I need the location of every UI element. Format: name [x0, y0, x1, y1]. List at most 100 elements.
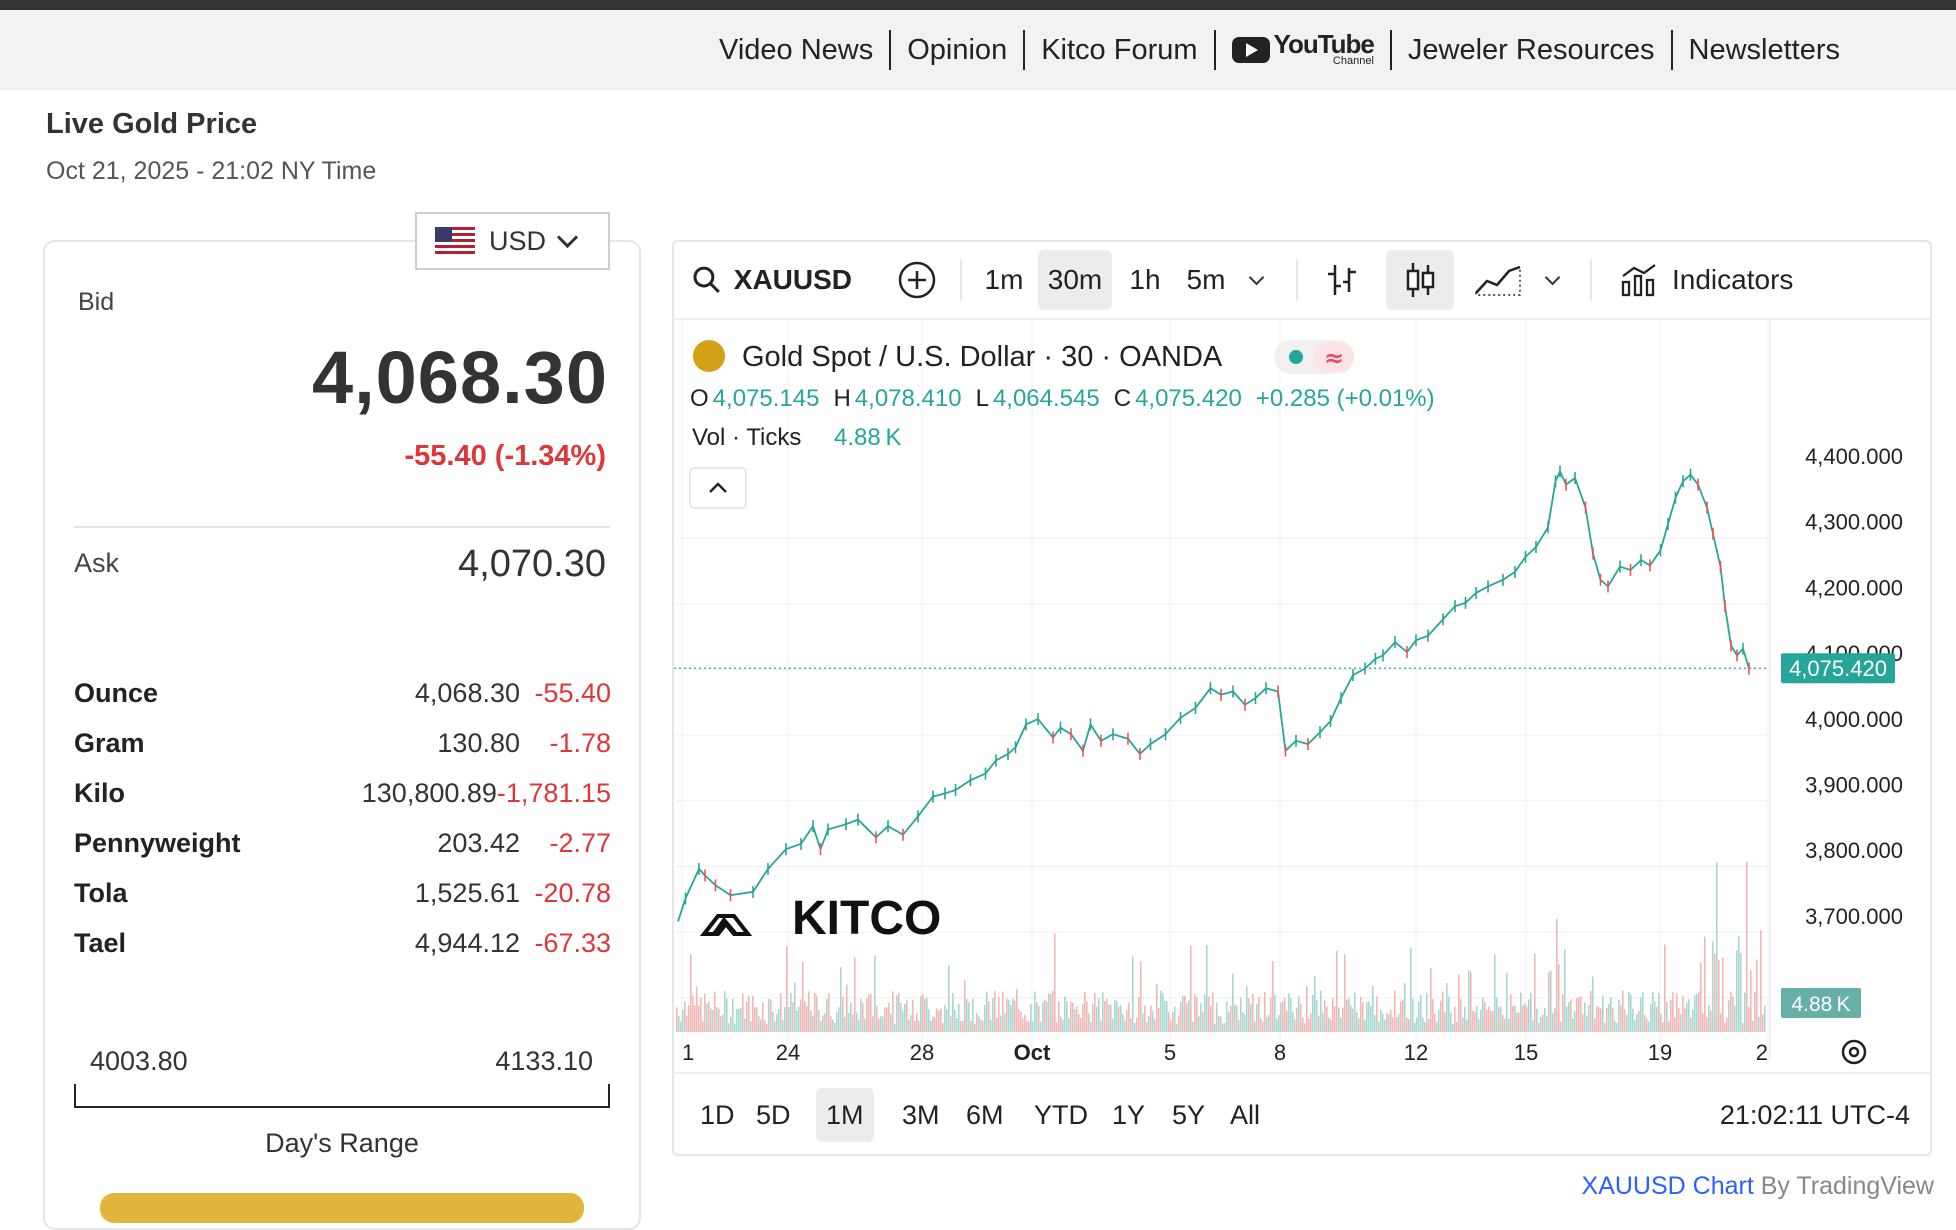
volume-bar [1622, 990, 1624, 1032]
xauusd-chart-link[interactable]: XAUUSD Chart [1581, 1172, 1754, 1200]
price-chart[interactable]: 4,400.0004,300.0004,200.0004,100.0004,00… [674, 320, 1930, 1072]
volume-bar [1706, 1016, 1708, 1032]
volume-bar [1572, 1018, 1574, 1032]
volume-bar [1702, 1012, 1704, 1032]
volume-bar [1394, 990, 1396, 1032]
unit-value: 4,944.12 [414, 927, 520, 958]
interval-30m[interactable]: 30m [1038, 250, 1112, 310]
volume-bar [766, 1023, 768, 1032]
volume-bar [1134, 1022, 1136, 1032]
volume-bar [1430, 968, 1432, 1032]
volume-bar [1516, 1012, 1518, 1032]
volume-bar [1318, 1015, 1320, 1032]
x-tick-label: 24 [776, 1040, 800, 1065]
volume-bar [1256, 1004, 1258, 1032]
volume-bar [712, 1009, 714, 1032]
unit-change: -20.78 [534, 877, 611, 908]
volume-bar [1342, 1007, 1344, 1032]
nav-youtube-channel[interactable]: YouTube Channel [1216, 31, 1390, 67]
volume-bar [1044, 999, 1046, 1032]
volume-bar [864, 1019, 866, 1032]
range-1m[interactable]: 1M [816, 1088, 874, 1142]
volume-bar [1230, 1005, 1232, 1032]
volume-bar [1728, 999, 1730, 1032]
volume-bar [1360, 996, 1362, 1032]
buy-button[interactable] [100, 1193, 584, 1223]
volume-bar [1426, 993, 1428, 1032]
volume-bar [742, 993, 744, 1032]
currency-select[interactable]: USD [415, 212, 610, 270]
volume-bar [1368, 1001, 1370, 1032]
volume-bar [832, 1019, 834, 1032]
indicators-button[interactable]: Indicators [1620, 250, 1810, 310]
volume-bar [1396, 1016, 1398, 1032]
interval-1m[interactable]: 1m [984, 264, 1024, 295]
volume-bar [946, 1009, 948, 1032]
volume-bar [1234, 1004, 1236, 1032]
volume-bar [1758, 1016, 1760, 1032]
volume-bar [1128, 1002, 1130, 1032]
nav-separator [1213, 30, 1216, 70]
range-5y[interactable]: 5Y [1172, 1099, 1206, 1130]
volume-bar [732, 998, 734, 1032]
range-1d[interactable]: 1D [700, 1099, 735, 1130]
volume-bar [848, 1013, 850, 1032]
volume-bar [1012, 998, 1014, 1032]
volume-bar [1756, 959, 1758, 1032]
nav-newsletters[interactable]: Newsletters [1688, 34, 1841, 66]
volume-bar [1522, 1005, 1524, 1032]
volume-bar [930, 1020, 932, 1032]
x-tick-label: 1 [682, 1040, 694, 1065]
settings-icon [1841, 1039, 1867, 1065]
volume-bar [1438, 1009, 1440, 1032]
volume-bar [1634, 1019, 1636, 1032]
nav-kitco-forum[interactable]: Kitco Forum [1041, 34, 1198, 66]
range-5d[interactable]: 5D [756, 1099, 791, 1130]
interval-1h[interactable]: 1h [1129, 264, 1161, 295]
volume-bar [740, 1008, 742, 1032]
nav-video-news[interactable]: Video News [719, 34, 874, 66]
range-6m[interactable]: 6M [966, 1099, 1004, 1130]
nav-jeweler-resources[interactable]: Jeweler Resources [1407, 34, 1655, 66]
volume-bar [1072, 1002, 1074, 1032]
range-ytd[interactable]: YTD [1034, 1099, 1088, 1130]
volume-bar [724, 991, 726, 1032]
volume-bar [1066, 1000, 1068, 1032]
volume-bar [1348, 997, 1350, 1032]
volume-bar [1734, 1005, 1736, 1032]
volume-bar [1558, 964, 1560, 1032]
nav-opinion[interactable]: Opinion [907, 34, 1008, 66]
bid-change: -55.40 (-1.34%) [404, 440, 607, 472]
volume-bar [1086, 1001, 1088, 1032]
volume-bar [986, 991, 988, 1032]
volume-bar [1392, 1017, 1394, 1032]
volume-bar [996, 1018, 998, 1032]
chart-type-dropdown[interactable] [1534, 250, 1570, 310]
volume-bar [1744, 992, 1746, 1032]
plus-circle-icon [898, 261, 936, 299]
interval-5m[interactable]: 5m [1186, 264, 1226, 295]
candle-chart-type-button[interactable] [1386, 250, 1454, 310]
volume-bar [1320, 990, 1322, 1032]
legend-vol-value: 4.88 K [834, 424, 902, 451]
volume-bar [798, 1006, 800, 1032]
volume-bar [874, 955, 876, 1032]
bar-chart-type-button[interactable] [1314, 250, 1370, 310]
nav-links: Video News Opinion Kitco Forum YouTube C… [703, 10, 1856, 90]
volume-bar [1200, 1003, 1202, 1032]
interval-dropdown[interactable] [1236, 250, 1276, 310]
volume-bar [888, 1002, 890, 1032]
area-chart-type-button[interactable] [1468, 250, 1528, 310]
volume-bar [1232, 973, 1234, 1032]
volume-bar [1712, 941, 1714, 1032]
volume-bar [1682, 996, 1684, 1032]
volume-bar [760, 1019, 762, 1032]
range-3m[interactable]: 3M [902, 1099, 940, 1130]
symbol-search[interactable]: XAUUSD [692, 250, 852, 310]
compare-button[interactable] [892, 250, 942, 310]
settings-icon-center [1848, 1046, 1860, 1058]
delayed-data-icon: ≈ [1324, 344, 1344, 372]
range-1y[interactable]: 1Y [1112, 1099, 1146, 1130]
volume-bar [1286, 1010, 1288, 1032]
range-all[interactable]: All [1230, 1099, 1261, 1130]
